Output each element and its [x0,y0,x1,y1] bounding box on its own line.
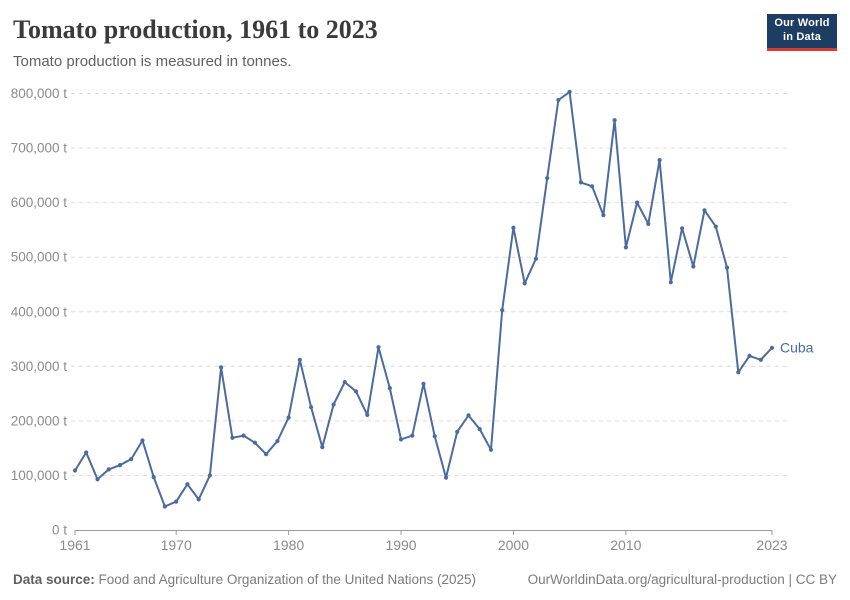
data-point[interactable] [398,437,404,442]
data-point[interactable] [410,433,415,438]
data-point[interactable] [758,357,763,362]
data-point[interactable] [623,245,629,250]
data-point[interactable] [578,180,584,185]
owid-url-link[interactable]: OurWorldinData.org/agricultural-producti… [527,572,785,587]
data-point[interactable] [691,264,696,269]
data-point[interactable] [590,184,595,189]
data-point[interactable] [421,381,426,386]
y-axis-tick-label: 600,000 t [11,195,68,210]
x-axis-tick-label: 1980 [273,537,304,553]
data-point[interactable] [500,308,505,313]
owid-logo[interactable]: Our World in Data [767,14,837,51]
data-point[interactable] [297,357,302,362]
data-point[interactable] [736,370,741,375]
data-source-note: Data source: Food and Agriculture Organi… [13,572,476,587]
data-point[interactable] [185,482,190,487]
data-point[interactable] [387,386,392,391]
y-axis-tick-label: 700,000 t [11,141,68,156]
data-point[interactable] [533,256,539,261]
x-axis-tick-label: 1970 [161,537,192,553]
data-line-cuba[interactable] [74,90,773,508]
data-point[interactable] [511,225,516,230]
chart-footer: Data source: Food and Agriculture Organi… [13,572,837,587]
series-label-cuba[interactable]: Cuba [780,339,814,355]
data-point[interactable] [522,281,527,286]
footer-separator: | [784,572,796,587]
data-point[interactable] [612,118,617,123]
data-point[interactable] [219,365,224,370]
data-source-label: Data source: [13,572,95,587]
data-point[interactable] [331,402,336,407]
data-point[interactable] [140,438,145,443]
data-point[interactable] [286,415,291,420]
x-axis-tick-label: 1990 [385,537,416,553]
data-point[interactable] [72,468,78,473]
data-point[interactable] [230,435,235,440]
y-axis-tick-label: 800,000 t [11,86,68,101]
data-point[interactable] [635,200,640,205]
data-point[interactable] [95,477,100,482]
y-axis-tick-label: 200,000 t [11,413,68,428]
data-point[interactable] [342,380,347,385]
data-point[interactable] [477,427,482,432]
data-point[interactable] [432,434,437,439]
chart-title: Tomato production, 1961 to 2023 [13,15,378,44]
data-source-text: Food and Agriculture Organization of the… [94,572,477,587]
data-point[interactable] [129,457,134,462]
owid-logo-line2: in Data [782,31,822,43]
data-point[interactable] [646,221,651,226]
data-point[interactable] [376,345,381,350]
data-point[interactable] [320,445,325,450]
data-point[interactable] [365,412,370,417]
x-axis-tick-label: 2000 [498,537,529,553]
data-point[interactable] [117,463,123,468]
x-axis-tick-label: 2023 [756,537,787,553]
chart-subtitle: Tomato production is measured in tonnes. [13,52,292,70]
data-point[interactable] [84,450,89,455]
owid-logo-line1: Our World [774,17,830,30]
chart-header: Tomato production, 1961 to 2023 Tomato p… [13,15,753,70]
data-point[interactable] [106,467,111,472]
data-point[interactable] [264,452,269,457]
data-point[interactable] [724,265,730,270]
data-point[interactable] [556,97,561,103]
data-point[interactable] [443,475,449,480]
x-axis-tick-label: 1961 [59,537,90,553]
data-point[interactable] [241,433,246,438]
data-point[interactable] [353,389,359,394]
data-point[interactable] [702,208,707,213]
data-point[interactable] [196,497,201,502]
footer-right: OurWorldinData.org/agricultural-producti… [528,572,837,587]
data-point[interactable] [309,405,314,410]
y-axis-tick-label: 400,000 t [11,304,68,319]
y-axis-tick-label: 100,000 t [11,468,68,483]
y-axis-tick-label: 300,000 t [11,359,68,374]
data-point[interactable] [545,176,550,181]
data-point[interactable] [174,499,179,504]
data-point[interactable] [162,504,167,509]
data-point[interactable] [680,226,685,231]
license-badge: CC BY [795,572,837,587]
data-point[interactable] [252,440,257,445]
data-point[interactable] [769,345,775,350]
data-point[interactable] [657,158,662,163]
data-point[interactable] [747,353,752,358]
x-axis-tick-label: 2010 [610,537,641,553]
data-point[interactable] [488,447,494,452]
data-point[interactable] [713,224,718,229]
data-point[interactable] [151,475,156,480]
data-point[interactable] [207,473,212,478]
y-axis-tick-label: 0 t [52,523,67,538]
data-point[interactable] [601,213,606,218]
y-axis-tick-label: 500,000 t [11,250,68,265]
data-point[interactable] [275,439,280,444]
data-point[interactable] [466,413,471,418]
data-point[interactable] [455,429,460,434]
data-point[interactable] [567,89,572,94]
data-point[interactable] [668,280,673,285]
